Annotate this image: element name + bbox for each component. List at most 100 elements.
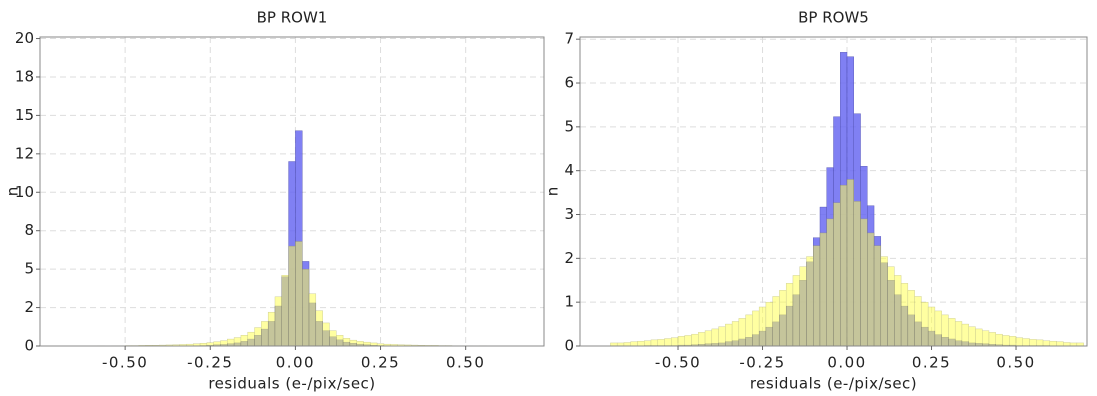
histogram-bar <box>213 341 221 347</box>
histogram-bar <box>233 337 242 347</box>
histogram-bar <box>758 306 767 347</box>
histogram-bar <box>329 330 337 347</box>
histogram-bar <box>657 339 665 347</box>
y-tick-label: 5 <box>564 117 574 135</box>
histogram-bar <box>954 321 963 347</box>
histogram-bar <box>1049 340 1057 347</box>
histogram-bar <box>630 341 638 347</box>
histogram-bar <box>785 283 794 347</box>
x-axis-label: residuals (e-/pix/sec) <box>208 375 375 393</box>
histogram-bar <box>1056 341 1064 347</box>
y-tick-label: 0 <box>24 337 34 355</box>
histogram-bar <box>623 342 631 347</box>
histogram-bar <box>1015 337 1023 347</box>
histogram-bar <box>1063 342 1071 347</box>
histogram-bar <box>247 331 255 347</box>
chart-title: BP ROW5 <box>798 9 869 27</box>
y-tick-label: 12 <box>15 144 34 162</box>
histogram-bar <box>846 179 854 347</box>
histogram-bar <box>806 256 814 347</box>
histogram-bar <box>941 314 949 347</box>
plot-frame <box>579 36 1088 347</box>
histogram-bar <box>725 323 733 347</box>
plot-frame <box>39 36 545 347</box>
histogram-bar <box>907 290 915 347</box>
histogram-bar <box>342 338 351 347</box>
x-tick-label: 0.25 <box>912 354 951 372</box>
histogram-bar <box>288 245 296 347</box>
histogram-bar <box>813 245 821 347</box>
y-tick-label: 7 <box>564 30 574 48</box>
y-tick-label: 1 <box>564 293 574 311</box>
histogram-bar <box>988 332 996 347</box>
x-tick-label: 0.00 <box>276 354 315 372</box>
histogram-bar <box>267 311 276 347</box>
histogram-bar <box>644 340 652 347</box>
y-tick-label: 2 <box>564 249 574 267</box>
histogram-bar <box>302 268 310 347</box>
histogram-bar <box>637 340 645 347</box>
plot-area <box>580 37 1087 347</box>
chart-title: BP ROW1 <box>257 9 328 27</box>
histogram-bar <box>833 202 841 347</box>
histogram-bar <box>894 275 902 347</box>
histogram-bar <box>799 266 807 347</box>
x-tick-label: 0.00 <box>827 354 866 372</box>
histogram-bar <box>206 342 214 347</box>
histogram-bar <box>745 314 753 347</box>
histogram-bar <box>853 201 861 347</box>
histogram-bar <box>921 301 929 347</box>
y-tick-label: 15 <box>15 106 34 124</box>
y-tick-label: 0 <box>564 337 574 355</box>
histogram-bar <box>948 318 956 347</box>
histogram-bar <box>677 336 685 347</box>
histogram-bar <box>995 333 1003 347</box>
x-tick-label: -0.25 <box>187 354 233 372</box>
histogram-bar <box>873 245 882 347</box>
x-tick-label: 0.50 <box>996 354 1035 372</box>
histogram-bar <box>880 256 888 347</box>
histogram-bar <box>752 310 760 347</box>
histogram-bar <box>356 341 364 347</box>
x-tick-label: -0.50 <box>102 354 148 372</box>
y-tick-label: 10 <box>15 183 34 201</box>
histogram-bar <box>840 184 848 347</box>
histogram-bar <box>826 218 834 347</box>
histogram-bar <box>261 321 269 347</box>
histogram-bar <box>779 290 787 347</box>
x-tick-label: 0.25 <box>361 354 400 372</box>
histogram-series <box>90 241 500 347</box>
y-tick-label: 6 <box>564 74 574 92</box>
histogram-bar <box>900 283 909 347</box>
histogram-bar <box>968 326 976 347</box>
histogram-bar <box>1036 339 1044 347</box>
histogram-bar <box>961 323 969 347</box>
histogram-bar <box>731 321 740 347</box>
histogram-bar <box>220 340 228 347</box>
histogram-bar <box>711 328 719 347</box>
histogram-bar <box>887 266 895 347</box>
histogram-bar <box>772 296 780 347</box>
histogram-bar <box>650 339 658 347</box>
histogram-bar <box>1042 340 1051 347</box>
histogram-bar <box>914 296 922 347</box>
histogram-bar <box>867 232 875 347</box>
histogram-bar <box>315 310 323 347</box>
histogram-bar <box>336 335 344 347</box>
histogram-bar <box>1022 338 1030 347</box>
histogram-bar <box>349 339 357 347</box>
y-tick-label: 4 <box>564 161 574 179</box>
histogram-series <box>610 179 1084 347</box>
x-tick-label: 0.50 <box>446 354 485 372</box>
histogram-bar <box>765 301 773 347</box>
histogram-bar <box>363 341 371 347</box>
histogram-bar <box>704 330 713 347</box>
histogram-bar <box>295 241 303 347</box>
histogram-bar <box>1009 336 1017 347</box>
histogram-bar <box>691 333 699 347</box>
histogram-bar <box>982 330 990 347</box>
histogram-bar <box>308 293 317 347</box>
histogram-bar <box>254 327 262 347</box>
y-tick-label: 5 <box>24 260 34 278</box>
